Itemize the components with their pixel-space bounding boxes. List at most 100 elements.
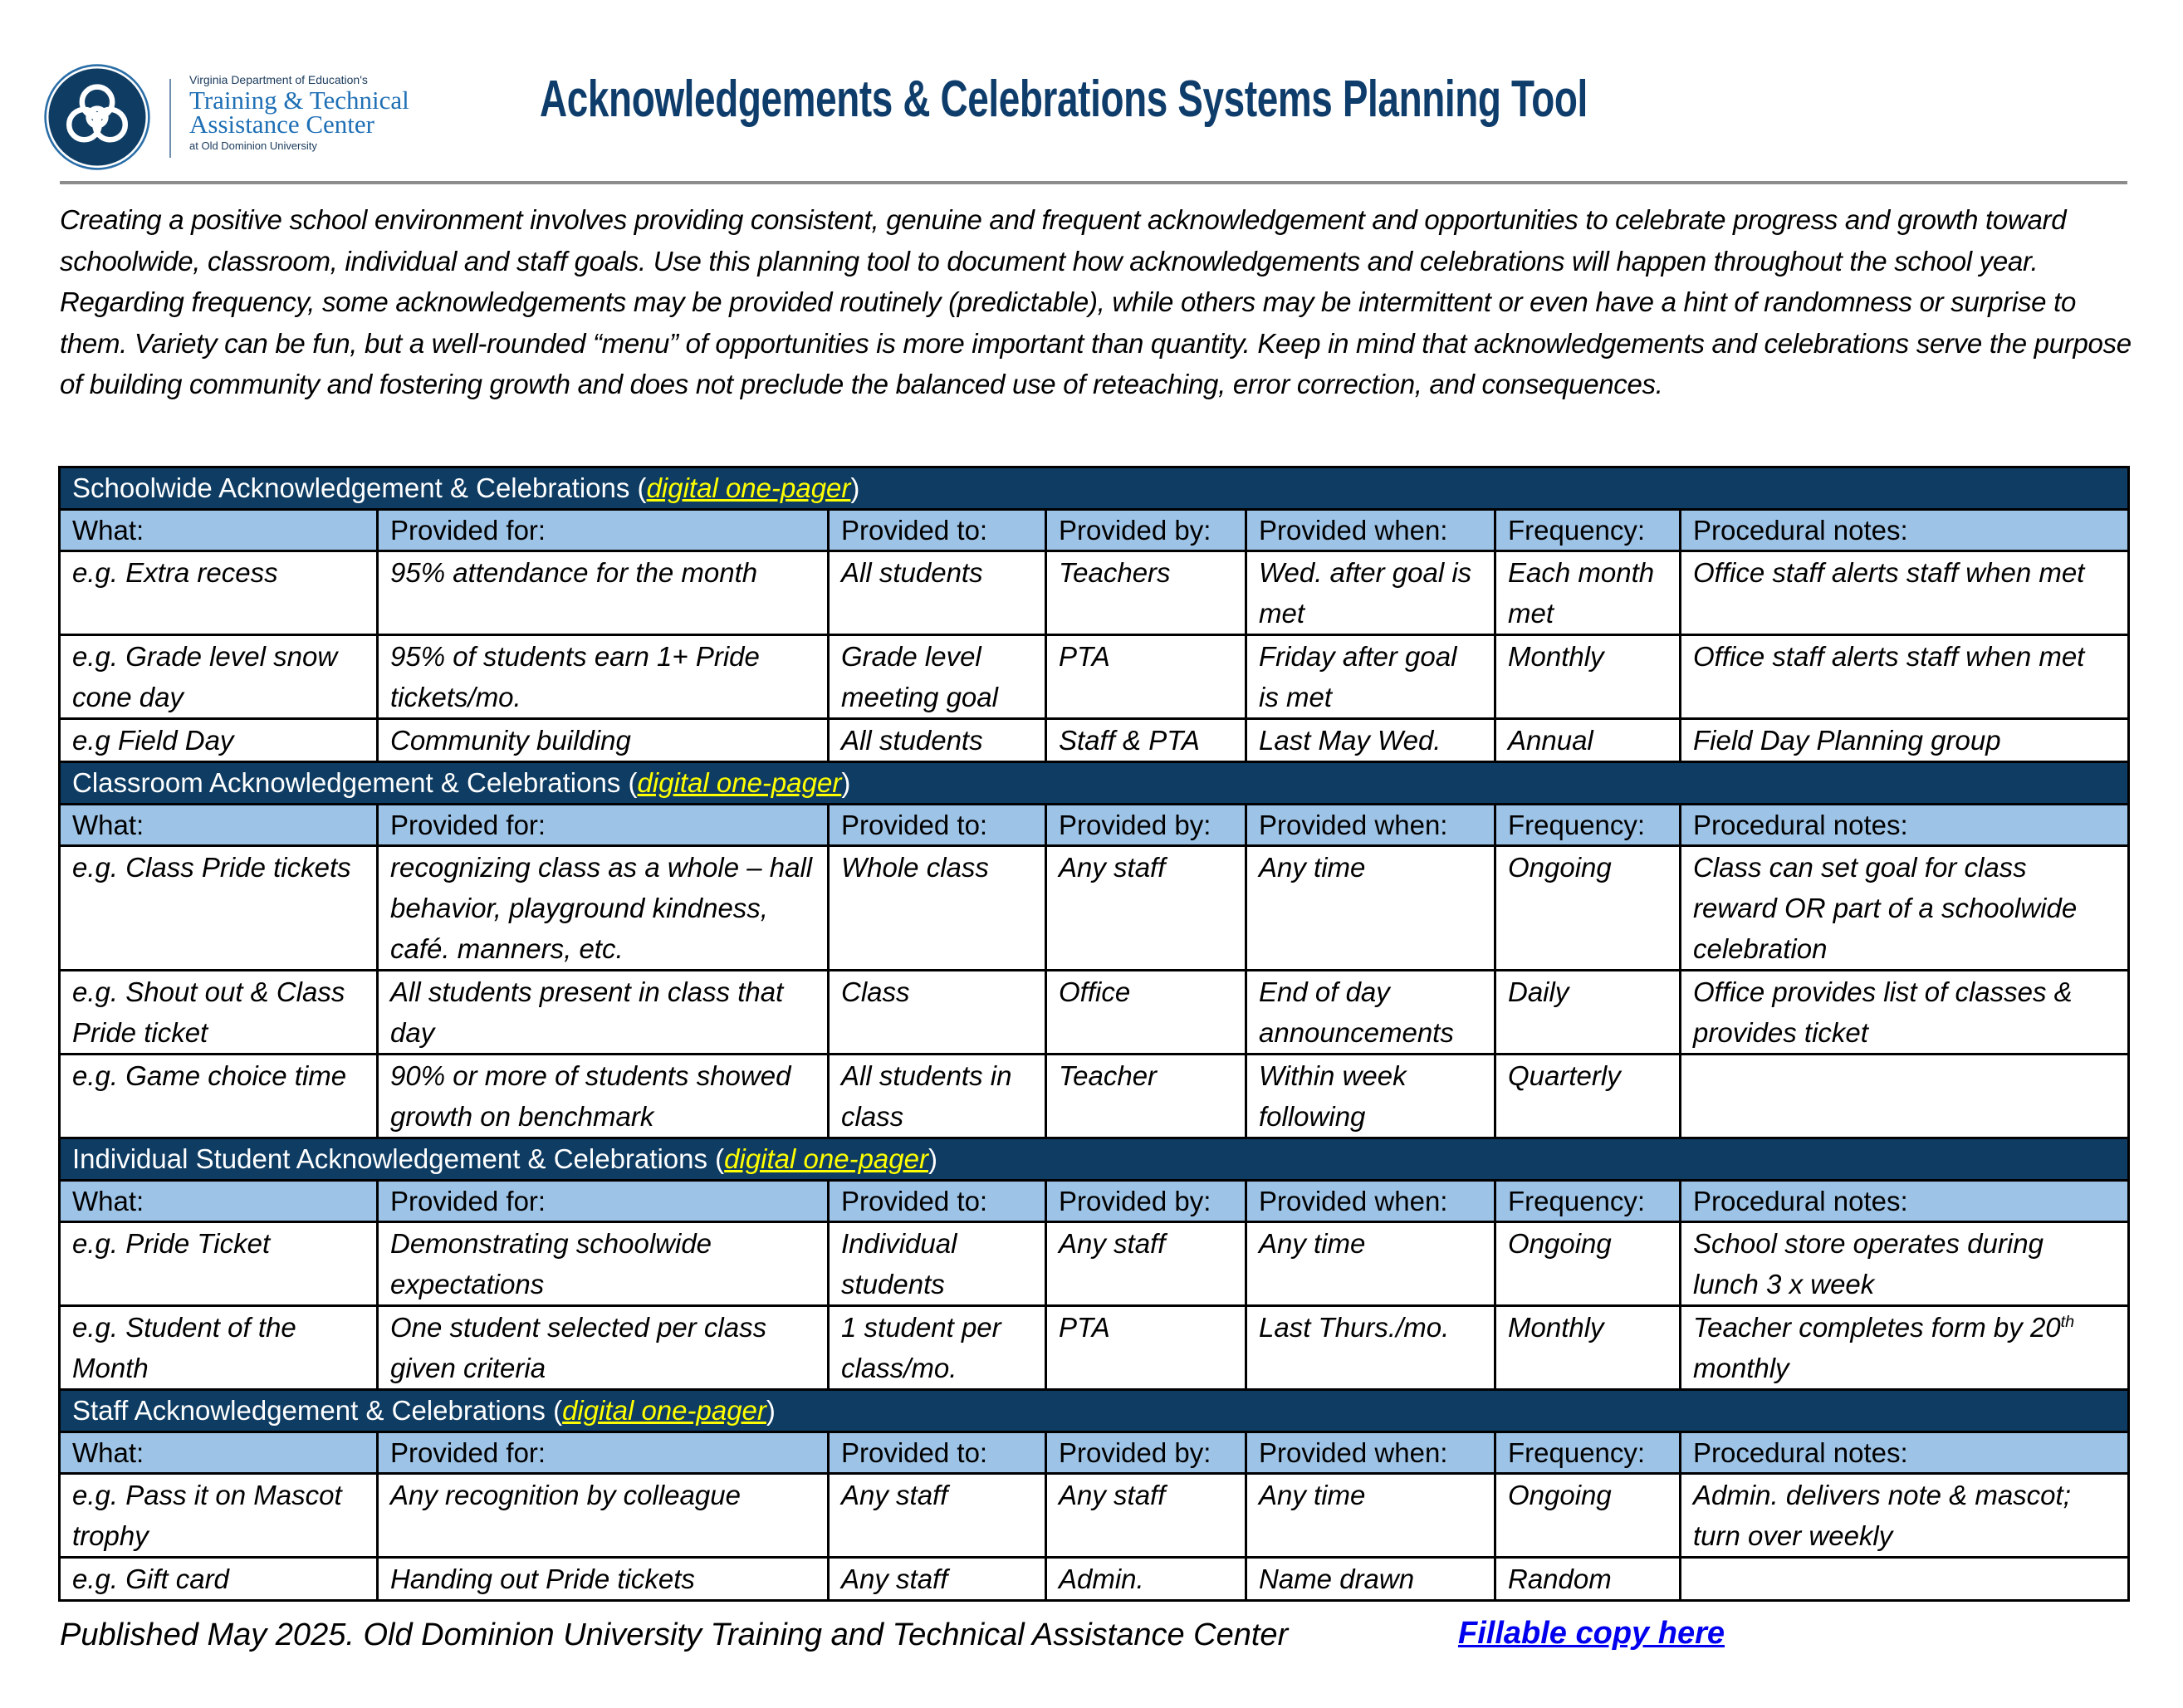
cell-provided-for[interactable]: 90% or more of students showed growth on… (376, 1053, 830, 1139)
cell-procedural-notes[interactable]: Admin. delivers note & mascot; turn over… (1678, 1472, 2131, 1559)
section-title-close: ) (841, 767, 851, 798)
table-row: e.g. Class Pride tickets recognizing clas… (58, 844, 2131, 971)
cell-frequency[interactable]: Daily (1494, 969, 1681, 1055)
column-header-row: What: Provided for: Provided to: Provided b… (58, 508, 2131, 552)
cell-provided-by[interactable]: Office (1045, 969, 1247, 1055)
column-header-row: What: Provided for: Provided to: Provided b… (58, 1179, 2131, 1223)
intro-paragraph: Creating a positive school environment i… (60, 204, 2132, 399)
column-header-procedural-notes: Procedural notes: (1678, 1431, 2131, 1475)
cell-frequency[interactable]: Random (1494, 1556, 1681, 1602)
cell-provided-to[interactable]: Any staff (827, 1556, 1047, 1602)
table-row: e.g. Extra recess 95% attendance for the … (58, 550, 2131, 636)
cell-provided-to[interactable]: Whole class (827, 844, 1047, 971)
cell-procedural-notes[interactable]: Office staff alerts staff when met (1678, 634, 2131, 720)
cell-frequency[interactable]: Quarterly (1494, 1053, 1681, 1139)
cell-provided-by[interactable]: Teachers (1045, 550, 1247, 636)
cell-provided-when[interactable]: Wed. after goal is met (1245, 550, 1496, 636)
cell-provided-for[interactable]: All students present in class that day (376, 969, 830, 1055)
cell-provided-by[interactable]: Staff & PTA (1045, 717, 1247, 763)
cell-provided-to[interactable]: Class (827, 969, 1047, 1055)
cell-procedural-notes[interactable]: Field Day Planning group (1678, 717, 2131, 763)
digital-one-pager-link[interactable]: digital one-pager (646, 472, 851, 503)
cell-procedural-notes[interactable]: Teacher completes form by 20th monthly (1678, 1304, 2131, 1391)
cell-provided-to[interactable]: All students in class (827, 1053, 1047, 1139)
cell-provided-by[interactable]: Any staff (1045, 1472, 1247, 1559)
cell-provided-for[interactable]: One student selected per class given cri… (376, 1304, 830, 1391)
digital-one-pager-link[interactable]: digital one-pager (562, 1395, 766, 1426)
cell-provided-when[interactable]: Friday after goal is met (1245, 634, 1496, 720)
cell-what[interactable]: e.g. Class Pride tickets (58, 844, 379, 971)
cell-provided-by[interactable]: PTA (1045, 1304, 1247, 1391)
cell-frequency[interactable]: Ongoing (1494, 1472, 1681, 1559)
cell-provided-when[interactable]: Last May Wed. (1245, 717, 1496, 763)
column-header-frequency: Frequency: (1494, 803, 1681, 847)
cell-provided-when[interactable]: End of day announcements (1245, 969, 1496, 1055)
column-header-provided-when: Provided when: (1245, 1179, 1496, 1223)
publication-note: Published May 2025. Old Dominion Univers… (60, 1617, 1289, 1652)
organization-name: Virginia Department of Education's Train… (189, 73, 409, 152)
cell-provided-for[interactable]: recognizing class as a whole – hall beha… (376, 844, 830, 971)
cell-provided-for[interactable]: Any recognition by colleague (376, 1472, 830, 1559)
section-header: Individual Student Acknowledgement & Cel… (57, 1137, 2131, 1182)
header-divider (60, 181, 2127, 184)
cell-frequency[interactable]: Ongoing (1494, 1221, 1681, 1307)
cell-provided-by[interactable]: Any staff (1045, 1221, 1247, 1307)
cell-what[interactable]: e.g. Gift card (58, 1556, 379, 1602)
cell-what[interactable]: e.g. Shout out & Class Pride ticket (58, 969, 379, 1055)
cell-provided-to[interactable]: Grade level meeting goal (827, 634, 1047, 720)
cell-provided-for[interactable]: 95% attendance for the month (376, 550, 830, 636)
cell-provided-to[interactable]: 1 student per class/mo. (827, 1304, 1047, 1391)
fillable-copy-link[interactable]: Fillable copy here (1458, 1616, 1725, 1651)
cell-procedural-notes[interactable]: School store operates during lunch 3 x w… (1678, 1221, 2131, 1307)
cell-provided-by[interactable]: Any staff (1045, 844, 1247, 971)
column-header-provided-for: Provided for: (376, 803, 830, 847)
cell-provided-by[interactable]: Teacher (1045, 1053, 1247, 1139)
digital-one-pager-link[interactable]: digital one-pager (724, 1143, 928, 1174)
section-title: Individual Student Acknowledgement & Cel… (72, 1143, 725, 1174)
cell-procedural-notes[interactable] (1678, 1556, 2131, 1602)
cell-provided-for[interactable]: Handing out Pride tickets (376, 1556, 830, 1602)
cell-provided-to[interactable]: Any staff (827, 1472, 1047, 1559)
cell-provided-by[interactable]: Admin. (1045, 1556, 1247, 1602)
column-header-row: What: Provided for: Provided to: Provided b… (58, 1431, 2131, 1475)
cell-provided-when[interactable]: Name drawn (1245, 1556, 1496, 1602)
cell-provided-for[interactable]: Community building (376, 717, 830, 763)
column-header-provided-to: Provided to: (827, 508, 1047, 552)
cell-provided-to[interactable]: Individual students (827, 1221, 1047, 1307)
cell-what[interactable]: e.g. Student of the Month (58, 1304, 379, 1391)
cell-provided-to[interactable]: All students (827, 550, 1047, 636)
column-header-procedural-notes: Procedural notes: (1678, 508, 2131, 552)
cell-provided-when[interactable]: Any time (1245, 844, 1496, 971)
cell-what[interactable]: e.g. Game choice time (58, 1053, 379, 1139)
cell-provided-when[interactable]: Any time (1245, 1221, 1496, 1307)
cell-frequency[interactable]: Ongoing (1494, 844, 1681, 971)
cell-frequency[interactable]: Monthly (1494, 1304, 1681, 1391)
column-header-procedural-notes: Procedural notes: (1678, 803, 2131, 847)
org-name-line2: Assistance Center (189, 110, 374, 139)
digital-one-pager-link[interactable]: digital one-pager (637, 767, 842, 798)
cell-provided-for[interactable]: Demonstrating schoolwide expectations (376, 1221, 830, 1307)
cell-procedural-notes[interactable] (1678, 1053, 2131, 1139)
cell-provided-by[interactable]: PTA (1045, 634, 1247, 720)
cell-provided-when[interactable]: Any time (1245, 1472, 1496, 1559)
cell-frequency[interactable]: Annual (1494, 717, 1681, 763)
column-header-frequency: Frequency: (1494, 1431, 1681, 1475)
cell-procedural-notes[interactable]: Office provides list of classes & provid… (1678, 969, 2131, 1055)
cell-provided-when[interactable]: Within week following (1245, 1053, 1496, 1139)
cell-what[interactable]: e.g Field Day (58, 717, 379, 763)
cell-procedural-notes[interactable]: Class can set goal for class reward OR p… (1678, 844, 2131, 971)
cell-provided-when[interactable]: Last Thurs./mo. (1245, 1304, 1496, 1391)
cell-frequency[interactable]: Monthly (1494, 634, 1681, 720)
cell-provided-for[interactable]: 95% of students earn 1+ Pride tickets/mo… (376, 634, 830, 720)
page-title: Acknowledgements & Celebrations Systems … (540, 71, 1588, 128)
cell-what[interactable]: e.g. Pride Ticket (58, 1221, 379, 1307)
cell-what[interactable]: e.g. Grade level snow cone day (58, 634, 379, 720)
column-header-provided-when: Provided when: (1245, 1431, 1496, 1475)
logo-divider (169, 79, 171, 158)
cell-provided-to[interactable]: All students (827, 717, 1047, 763)
cell-what[interactable]: e.g. Pass it on Mascot trophy (58, 1472, 379, 1559)
cell-frequency[interactable]: Each month met (1494, 550, 1681, 636)
cell-what[interactable]: e.g. Extra recess (58, 550, 379, 636)
cell-procedural-notes[interactable]: Office staff alerts staff when met (1678, 550, 2131, 636)
section-title-close: ) (928, 1143, 937, 1174)
